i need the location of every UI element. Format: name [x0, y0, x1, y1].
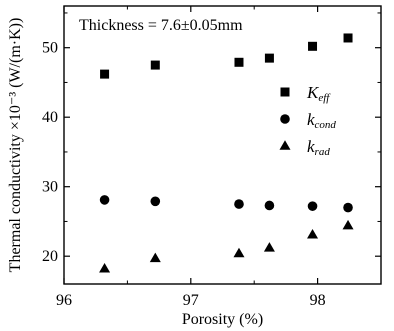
x-tick-label: 98 [310, 292, 326, 309]
legend-subscript-k-eff: eff [318, 92, 331, 104]
y-tick-label: 50 [42, 40, 58, 57]
point-k-eff [308, 41, 318, 51]
point-k-cond [307, 201, 318, 211]
point-k-cond [234, 199, 244, 209]
point-k-cond [264, 200, 275, 211]
x-tick-label: 96 [56, 292, 72, 309]
point-k-eff [100, 69, 110, 79]
legend-subscript-k-cond: cond [315, 119, 337, 131]
point-k-rad [342, 219, 354, 230]
point-k-cond [99, 195, 110, 205]
point-k-cond [150, 196, 161, 207]
x-axis-label: Porosity (%) [182, 311, 263, 328]
plot-frame [63, 5, 382, 285]
thickness-annotation: Thickness = 7.6±0.05mm [79, 17, 243, 34]
legend-label-k-cond: kcond [307, 110, 336, 131]
legend-label-k-rad: krad [307, 137, 330, 158]
point-k-rad [263, 242, 275, 252]
legend-marker-k-eff [280, 87, 290, 97]
point-k-rad [233, 247, 245, 258]
point-k-rad [149, 252, 161, 263]
legend-marker-k-cond [280, 114, 290, 124]
y-axis-label: Thermal conductivity ×10⁻³ (W/(m·K)) [7, 18, 24, 273]
axes [63, 5, 382, 285]
ticks: 96 97 98 20 30 40 50 [42, 6, 381, 309]
x-tick-label: 97 [183, 292, 199, 309]
legend-subscript-k-rad: rad [315, 146, 331, 158]
y-tick-label: 20 [42, 248, 58, 265]
point-k-eff [150, 60, 160, 70]
legend: Keff kcond krad [279, 83, 336, 158]
point-k-rad [99, 263, 111, 273]
point-k-rad [307, 228, 319, 239]
data-marks [99, 33, 354, 273]
point-k-eff [264, 53, 274, 63]
y-tick-label: 40 [42, 109, 58, 126]
y-tick-label: 30 [42, 179, 58, 196]
point-k-cond [343, 202, 353, 213]
legend-marker-k-rad [279, 140, 291, 150]
point-k-eff [234, 57, 244, 67]
point-k-eff [343, 33, 353, 43]
legend-label-k-eff: Keff [306, 83, 331, 104]
